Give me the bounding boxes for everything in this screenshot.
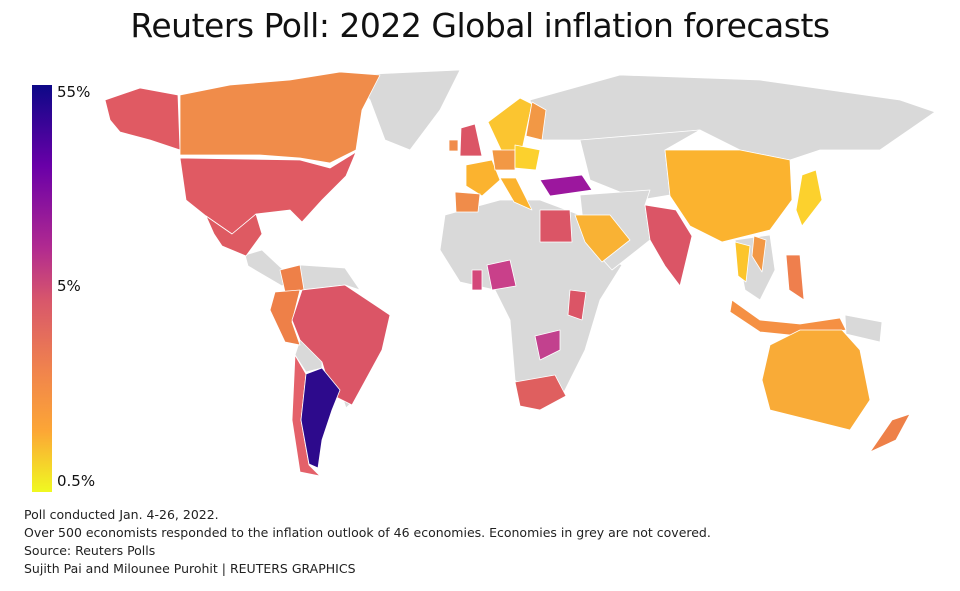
color-scale-legend	[32, 85, 52, 492]
legend-tick-min: 0.5%	[57, 472, 96, 490]
region-greenland	[349, 69, 461, 151]
region-new-zealand	[869, 413, 911, 453]
region-indonesia	[729, 299, 847, 337]
region-canada	[179, 71, 381, 164]
region-northern-south-america	[299, 264, 361, 291]
region-germany	[491, 149, 516, 171]
region-italy	[499, 177, 533, 211]
legend-tick-mid: 5%	[57, 277, 81, 295]
credit-note: Sujith Pai and Milounee Purohit | REUTER…	[24, 561, 356, 576]
source-note: Source: Reuters Polls	[24, 543, 156, 558]
poll-date-note: Poll conducted Jan. 4-26, 2022.	[24, 507, 219, 522]
region-australia	[761, 329, 871, 431]
footnotes: Poll conducted Jan. 4-26, 2022. Over 500…	[24, 506, 711, 578]
region-united-kingdom	[459, 123, 483, 157]
region-argentina	[300, 367, 341, 469]
legend-tick-max: 55%	[57, 83, 91, 101]
region-papua	[844, 314, 883, 343]
region-kenya	[567, 289, 587, 321]
coverage-note: Over 500 economists responded to the inf…	[24, 525, 711, 540]
region-finland	[525, 101, 547, 141]
region-turkey	[539, 174, 593, 197]
region-egypt	[539, 209, 573, 243]
region-vietnam	[751, 235, 767, 273]
region-nigeria	[486, 259, 517, 291]
region-china	[664, 149, 793, 243]
region-peru	[269, 289, 301, 346]
region-poland	[514, 144, 541, 171]
region-philippines	[785, 254, 805, 301]
region-ghana	[471, 269, 483, 291]
region-spain	[454, 191, 481, 213]
region-united-states	[179, 151, 357, 235]
region-japan	[795, 169, 823, 227]
region-brazil	[291, 284, 391, 406]
region-south-africa	[514, 374, 567, 411]
region-ireland	[448, 139, 459, 152]
region-saudi-arabia	[574, 214, 631, 263]
region-thailand	[734, 241, 751, 283]
chart-title: Reuters Poll: 2022 Global inflation fore…	[130, 6, 830, 45]
region-colombia	[279, 264, 305, 293]
region-alaska	[104, 87, 181, 151]
region-zambia	[534, 329, 561, 361]
region-india	[644, 204, 693, 287]
region-france	[465, 159, 501, 197]
region-mexico	[205, 213, 263, 257]
region-norway-sweden	[487, 97, 533, 153]
